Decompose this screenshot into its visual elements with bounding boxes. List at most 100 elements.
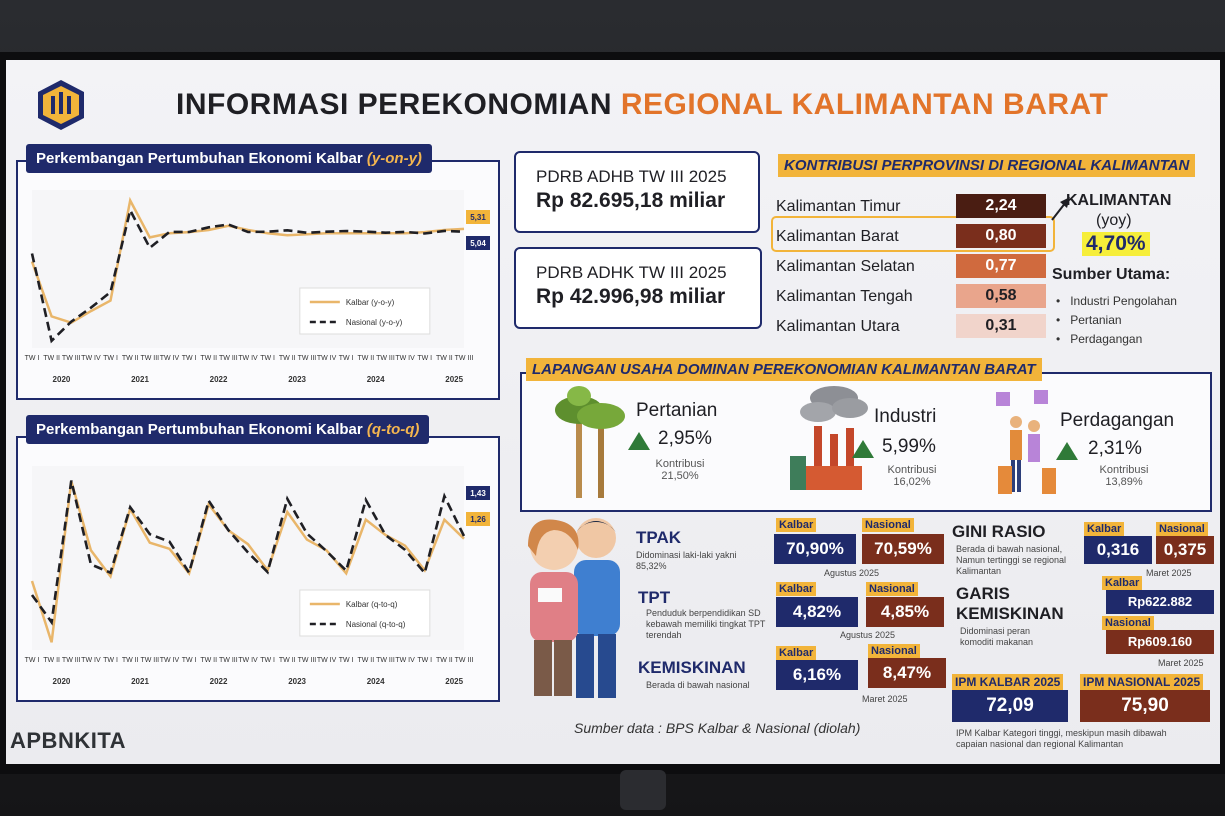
year-label: 2025 [445, 375, 463, 384]
year-label: 2022 [210, 375, 228, 384]
end-label: 1,43 [470, 489, 486, 498]
year-label: 2020 [53, 375, 71, 384]
legend-label: Kalbar (q-to-q) [346, 600, 398, 609]
year-label: 2024 [367, 375, 385, 384]
region-growth-value: 4,70% [1082, 232, 1150, 256]
prov-value-kaltim: 2,24 [956, 194, 1046, 218]
qtq-chart-title-suffix: (q-to-q) [366, 421, 420, 438]
series-line-kalbar [30, 196, 465, 325]
year-label: 2025 [445, 677, 463, 686]
x-tick-label: TW I [182, 355, 197, 362]
x-tick-label: TW IV [395, 657, 415, 664]
yoy-line-chart: TW I TW II TW III TW IV TW I TW II TW III TW IV… [25, 190, 490, 384]
x-tick-label: TW IV [160, 355, 180, 362]
kalbar-row-highlight [771, 216, 1055, 252]
x-tick-label: TW I [25, 657, 40, 664]
end-label-box [466, 512, 490, 526]
year-label: 2020 [53, 677, 71, 686]
sector-growth-pertanian: 2,95% [658, 428, 712, 449]
x-tick-label: TW III [298, 355, 317, 362]
x-tick-label: TW II [279, 355, 296, 362]
x-tick-label: TW III [140, 355, 159, 362]
pdrb-adhk-label: PDRB ADHK TW III 2025 [536, 263, 727, 282]
gini-desc: Berada di bawah nasional, Namun tertingg… [956, 544, 1067, 576]
ipm-nasional-tag: IPM NASIONAL 2025 [1080, 674, 1204, 690]
year-label: 2023 [288, 375, 306, 384]
sumber-item: • Industri Pengolahan [1056, 294, 1177, 308]
sumber-utama-list: • Industri Pengolahan • Pertanian • Perd… [1056, 292, 1177, 349]
tpt-desc: Penduduk berpendidikan SD kebawah memili… [646, 608, 766, 640]
legend-box [299, 589, 431, 637]
qtq-chart-title: Perkembangan Pertumbuhan Ekonomi Kalbar … [26, 415, 430, 444]
x-tick-label: TW II [43, 657, 60, 664]
tpak-kalbar-value: 70,90% [774, 534, 856, 564]
up-triangle-icon [628, 432, 650, 450]
title-main: INFORMASI PEREKONOMIAN [176, 88, 613, 121]
sumber-utama-label: Sumber Utama: [1052, 266, 1171, 283]
pdrb-adhb-label: PDRB ADHB TW III 2025 [536, 167, 727, 186]
x-tick-label: TW I [25, 355, 40, 362]
tpt-kalbar-value: 4,82% [776, 597, 858, 627]
x-tick-label: TW IV [317, 657, 337, 664]
end-label: 1,26 [470, 515, 486, 524]
tv-screen: INFORMASI PEREKONOMIAN REGIONAL KALIMANT… [6, 60, 1220, 764]
palm-tree-icon [555, 386, 625, 498]
page-title: INFORMASI PEREKONOMIAN REGIONAL KALIMANT… [176, 88, 1108, 122]
end-label-box [466, 486, 490, 500]
x-tick-label: TW II [279, 657, 296, 664]
prov-value-kalbar: 0,80 [956, 224, 1046, 248]
trade-people-icon [996, 390, 1056, 494]
x-tick-label: TW IV [160, 657, 180, 664]
legend-label: Kalbar (y-o-y) [346, 298, 395, 307]
x-tick-label: TW III [376, 355, 395, 362]
x-tick-label: TW I [260, 355, 275, 362]
year-label: 2023 [288, 677, 306, 686]
arrow-pointer-icon [1051, 197, 1070, 221]
prov-value-kalteng: 0,58 [956, 284, 1046, 308]
prov-value-kaltara: 0,31 [956, 314, 1046, 338]
gini-kalbar-value: 0,316 [1084, 536, 1152, 564]
tpak-nasional-tag: Nasional [862, 518, 914, 532]
sector-name-industri: Industri [874, 406, 937, 427]
x-tick-label: TW II [122, 657, 139, 664]
people-illustration-icon [528, 518, 620, 698]
end-label: 5,31 [470, 213, 486, 222]
sector-kontribusi-industri: Kontribusi 16,02% [887, 464, 937, 488]
x-tick-label: TW III [298, 657, 317, 664]
legend-label: Nasional (q-to-q) [346, 620, 406, 629]
x-tick-label: TW III [140, 657, 159, 664]
sector-growth-industri: 5,99% [882, 436, 936, 457]
x-tick-label: TW IV [238, 355, 258, 362]
sector-kontribusi-pertanian: Kontribusi 21,50% [655, 458, 705, 482]
tpt-nasional-tag: Nasional [866, 582, 918, 596]
prov-name-kalbar: Kalimantan Barat [776, 228, 899, 245]
legend-box [299, 287, 431, 335]
camera-device [620, 770, 666, 810]
prov-value-kalsel: 0,77 [956, 254, 1046, 278]
lapangan-usaha-title: LAPANGAN USAHA DOMINAN PEREKONOMIAN KALI… [526, 358, 1042, 381]
kemiskinan-desc: Berada di bawah nasional [646, 680, 750, 690]
yoy-chart-title: Perkembangan Pertumbuhan Ekonomi Kalbar … [26, 144, 432, 173]
x-tick-label: TW III [219, 657, 238, 664]
kemiskinan-label: KEMISKINAN [638, 658, 746, 677]
up-triangle-icon [1056, 442, 1078, 460]
x-tick-label: TW II [200, 355, 217, 362]
legend-label: Nasional (y-o-y) [346, 318, 403, 327]
garis-kalbar-value: Rp622.882 [1106, 590, 1214, 614]
gini-nasional-value: 0,375 [1156, 536, 1214, 564]
source-note: Sumber data : BPS Kalbar & Nasional (dio… [574, 720, 861, 736]
x-tick-label: TW II [43, 355, 60, 362]
title-highlight: REGIONAL KALIMANTAN BARAT [620, 88, 1109, 121]
qtq-line-chart: TW I TW II TW III TW IV TW I TW II TW III TW IV… [25, 466, 490, 686]
x-tick-label: TW I [260, 657, 275, 664]
end-label: 5,04 [470, 239, 486, 248]
factory-icon [790, 386, 868, 490]
pdrb-adhk-value: Rp 42.996,98 miliar [536, 285, 726, 308]
x-tick-label: TW IV [81, 355, 101, 362]
garis-kemiskinan-desc: Didominasi peran komoditi makanan [960, 626, 1034, 647]
end-label-box [466, 210, 490, 224]
x-tick-label: TW IV [395, 355, 415, 362]
prov-name-kaltim: Kalimantan Timur [776, 198, 901, 215]
x-tick-label: TW I [417, 657, 432, 664]
sector-kontribusi-perdagangan: Kontribusi 13,89% [1099, 464, 1149, 488]
